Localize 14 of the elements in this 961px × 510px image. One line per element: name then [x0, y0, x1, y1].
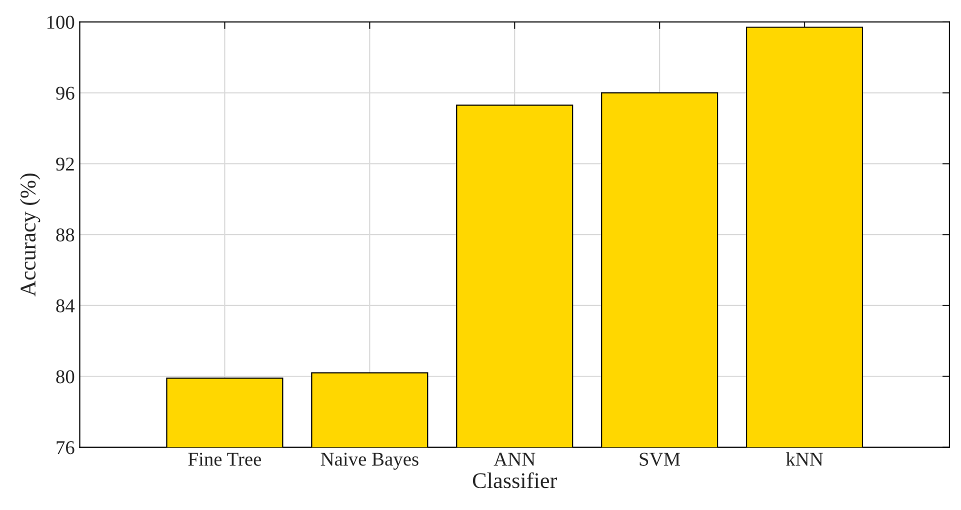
x-tick-label: SVM — [640, 452, 680, 466]
y-tick-label: 76 — [56, 441, 74, 454]
x-tick-label: Naive Bayes — [320, 452, 418, 470]
x-tick-label: ANN — [494, 452, 536, 466]
x-tick-label: Fine Tree — [188, 452, 262, 466]
x-tick-label: kNN — [786, 452, 823, 466]
y-tick-label: 100 — [47, 16, 74, 29]
y-tick-label: 88 — [56, 228, 74, 242]
y-tick-label: 84 — [56, 299, 75, 312]
y-tick-label: 96 — [56, 86, 74, 100]
y-tick-label: 92 — [56, 158, 74, 171]
y-axis-title: Accuracy (%) — [20, 174, 40, 296]
y-tick-label: 80 — [56, 370, 74, 384]
x-axis-title: Classifier — [472, 472, 557, 488]
